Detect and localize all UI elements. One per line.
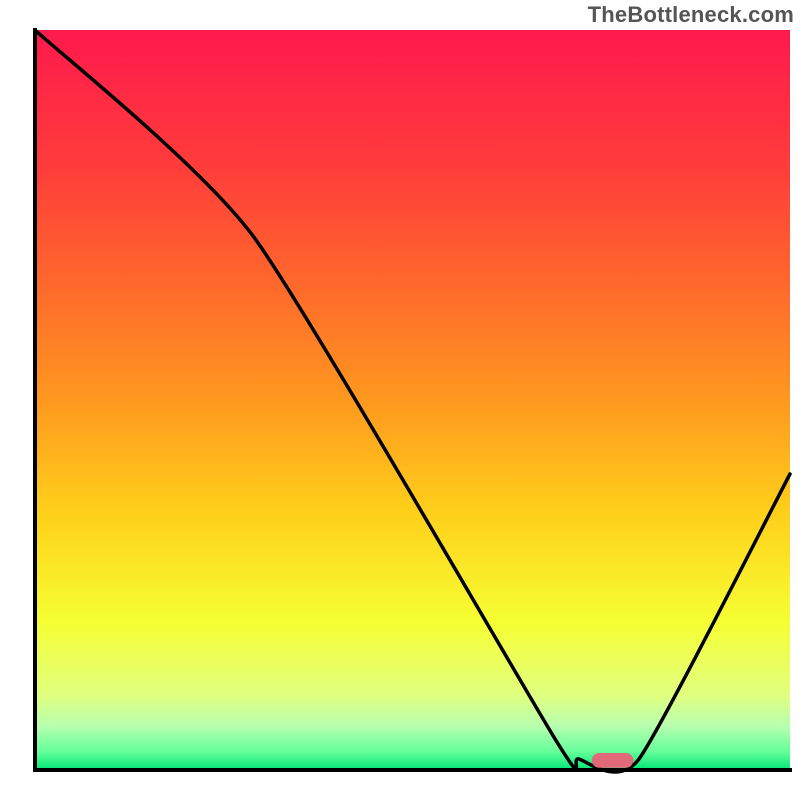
watermark-text: TheBottleneck.com: [588, 2, 794, 28]
chart-container: { "watermark": "TheBottleneck.com", "cha…: [0, 0, 800, 800]
chart-background-gradient: [35, 30, 790, 770]
bottleneck-chart: [0, 0, 800, 800]
optimal-point-marker: [592, 753, 634, 768]
